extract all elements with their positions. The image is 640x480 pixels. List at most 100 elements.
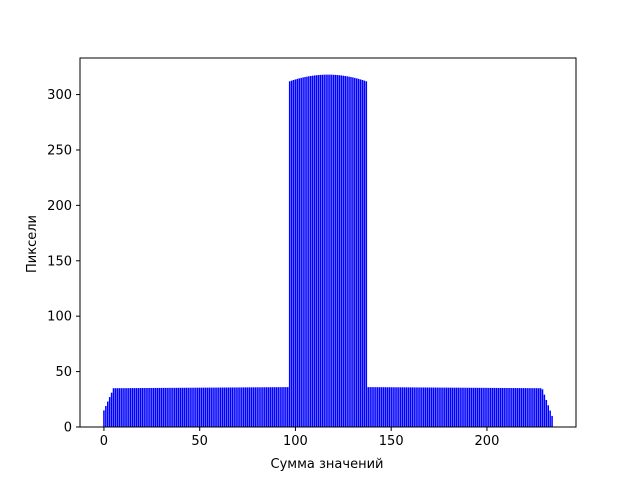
bar <box>340 75 343 427</box>
bar <box>231 387 234 427</box>
bar <box>403 387 406 427</box>
bar <box>131 388 134 427</box>
bar <box>499 387 502 427</box>
bar <box>503 387 505 427</box>
bar <box>164 387 166 427</box>
bar <box>493 387 496 427</box>
bar <box>457 387 459 427</box>
bar <box>151 387 153 427</box>
bar <box>478 387 481 427</box>
bar <box>315 75 318 427</box>
bar <box>453 387 456 427</box>
bar <box>154 387 157 427</box>
bar <box>447 387 450 427</box>
bar <box>219 387 222 427</box>
bar <box>436 387 438 427</box>
x-tick-label: 150 <box>379 434 404 449</box>
bar <box>463 387 465 427</box>
bar <box>451 387 454 427</box>
bar <box>470 387 473 427</box>
bar <box>237 387 239 427</box>
bar <box>539 388 542 427</box>
bar <box>149 387 151 427</box>
bar <box>357 78 360 427</box>
bar <box>174 387 176 427</box>
bar <box>411 387 414 427</box>
bar <box>442 387 444 427</box>
bar <box>507 388 509 427</box>
bar <box>122 388 124 427</box>
bar <box>532 388 534 427</box>
bar <box>139 388 142 427</box>
bar <box>342 75 345 427</box>
bar <box>258 387 260 427</box>
bar <box>152 387 155 427</box>
bar <box>488 387 490 427</box>
bar <box>120 388 122 427</box>
bar <box>426 387 429 427</box>
bar <box>327 74 329 428</box>
bar <box>221 387 224 427</box>
bar <box>486 387 488 427</box>
bar <box>375 387 377 427</box>
bar <box>522 388 525 427</box>
bar <box>233 387 235 427</box>
x-tick-label: 200 <box>475 434 500 449</box>
bar <box>191 387 193 427</box>
bar <box>371 387 373 427</box>
bar <box>474 387 477 427</box>
bar <box>428 387 431 427</box>
bar <box>166 387 168 427</box>
bar <box>277 387 279 427</box>
bar <box>208 387 211 427</box>
bar <box>223 387 226 427</box>
bar <box>260 387 262 427</box>
bar <box>331 74 333 427</box>
bar <box>310 75 312 427</box>
y-tick-label: 300 <box>47 88 72 103</box>
bar <box>524 388 527 427</box>
bar <box>537 388 540 427</box>
y-tick-label: 0 <box>64 421 72 436</box>
bar <box>137 388 140 427</box>
bar <box>256 387 258 427</box>
bar <box>422 387 425 427</box>
bar <box>514 388 517 427</box>
bar <box>141 388 143 427</box>
bars-group <box>103 74 553 428</box>
bar <box>359 79 362 428</box>
bar <box>434 387 437 427</box>
bar <box>107 401 109 427</box>
bar <box>175 387 178 427</box>
bar <box>361 80 364 427</box>
bar <box>482 387 484 427</box>
bar <box>490 387 492 427</box>
bar <box>329 74 331 427</box>
bar <box>160 387 163 427</box>
bar <box>528 388 530 427</box>
bar <box>218 387 220 427</box>
bar <box>241 387 243 427</box>
bar <box>336 75 339 427</box>
y-axis-label: Пиксели <box>25 215 40 273</box>
bar <box>465 387 467 427</box>
bar <box>193 387 195 427</box>
bar <box>135 388 138 427</box>
bar <box>338 75 341 427</box>
bar <box>390 387 392 427</box>
bar <box>440 387 442 427</box>
bar <box>287 387 289 427</box>
bar <box>319 74 322 427</box>
bar <box>384 387 387 427</box>
bar <box>162 387 165 427</box>
bar <box>189 387 191 427</box>
bar <box>126 388 128 427</box>
bar <box>195 387 197 427</box>
bar <box>497 387 500 427</box>
bar <box>551 415 553 427</box>
bar <box>495 387 498 427</box>
bar <box>392 387 394 427</box>
bar <box>382 387 385 427</box>
bar <box>352 77 354 428</box>
